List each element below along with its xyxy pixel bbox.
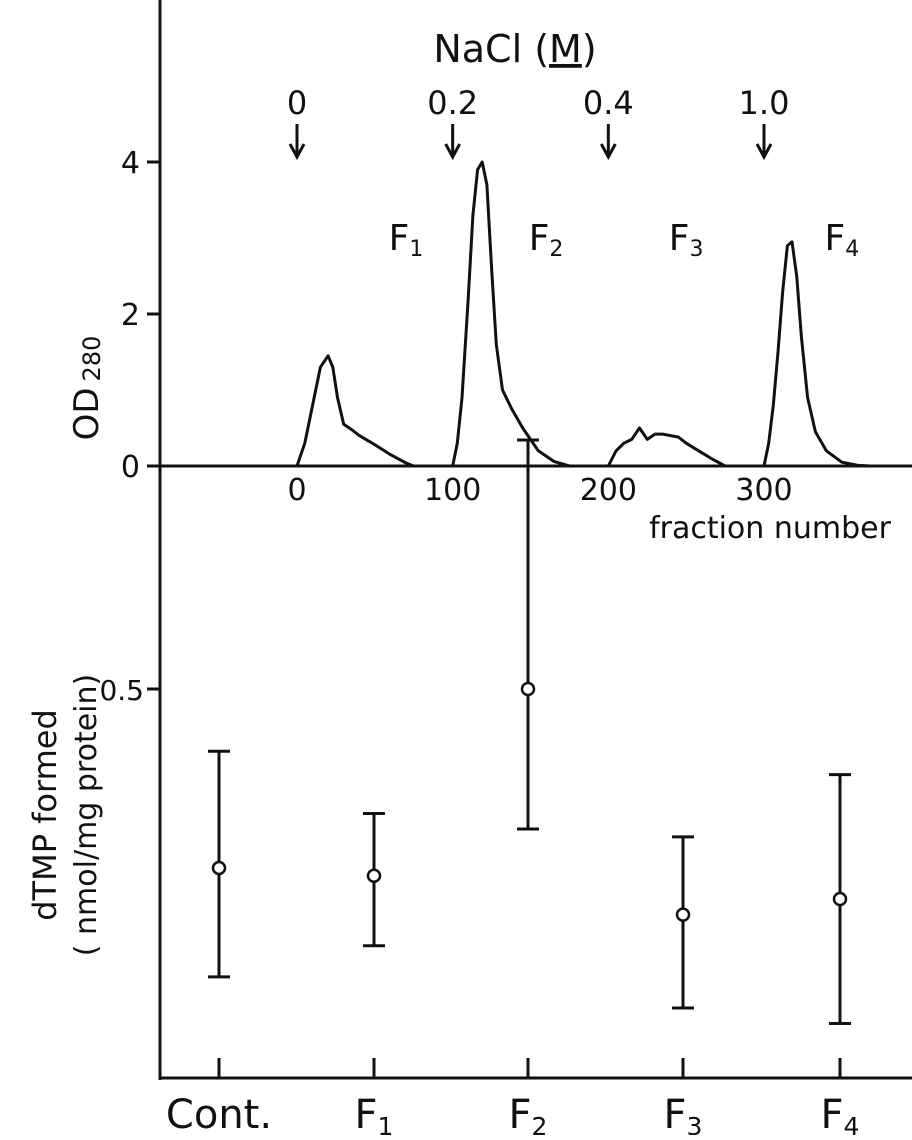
activity-category-label: Cont. (166, 1092, 272, 1135)
mean-marker (211, 860, 227, 876)
activity-panel: 0.5 Cont. F1 F2 F3 F4 dTMP formed ( nmol/mg … (26, 438, 912, 1140)
activity-y-axis-label: dTMP formed ( nmol/mg protein) (26, 674, 104, 956)
mean-marker (520, 681, 536, 697)
activity-points (208, 438, 851, 1026)
fraction-x-tick-label: 200 (580, 473, 637, 508)
fraction-x-ticks: 0 100 200 300 (287, 473, 792, 508)
nacl-step-arrowhead (444, 143, 461, 161)
od-y-tick-label: 2 (121, 298, 140, 333)
nacl-step-arrowhead (755, 143, 773, 161)
activity-point (363, 811, 385, 948)
activity-y-ticks: 0.5 (99, 674, 160, 707)
nacl-step-label: 0.4 (583, 84, 634, 122)
fraction-x-tick-label: 300 (735, 473, 792, 508)
nacl-step-marker: 0.4 (583, 84, 634, 161)
svg-text:dTMP formed: dTMP formed (26, 709, 64, 921)
nacl-step-marker: 1.0 (739, 84, 790, 161)
activity-point (829, 773, 851, 1026)
peak-label: F4 (824, 218, 859, 262)
nacl-step-arrowhead (600, 143, 617, 161)
activity-point (672, 835, 694, 1010)
svg-text:OD280: OD280 (67, 336, 107, 441)
activity-y-tick-label: 0.5 (99, 674, 144, 707)
fraction-x-tick-label: 100 (424, 473, 481, 508)
peak-label: F2 (529, 218, 564, 262)
nacl-step-marker: 0 (287, 84, 307, 161)
peak-label: F3 (669, 218, 704, 262)
nacl-step-marker: 0.2 (427, 84, 478, 161)
nacl-step-label: 1.0 (739, 84, 790, 122)
od-elution-curve (295, 160, 870, 468)
activity-point (517, 438, 539, 831)
peak-label: F1 (389, 218, 424, 262)
activity-x-ticks: Cont. F1 F2 F3 F4 (166, 1058, 860, 1140)
nacl-step-markers: 0 0.2 0.4 1.0 (287, 84, 790, 161)
mean-marker (832, 891, 848, 907)
activity-point (208, 749, 230, 979)
od-y-ticks: 0 2 4 (121, 146, 160, 485)
nacl-step-label: 0.2 (427, 84, 478, 122)
nacl-step-label: 0 (287, 84, 307, 122)
nacl-label: NaCl (M) (433, 27, 596, 71)
activity-category-label: F4 (821, 1092, 860, 1135)
mean-marker (675, 907, 691, 922)
svg-text:( nmol/mg protein): ( nmol/mg protein) (69, 674, 104, 956)
peak-labels: F1 F2 F3 F4 (389, 218, 860, 262)
od-y-tick-label: 4 (121, 146, 140, 181)
od-y-axis-label: OD280 (67, 336, 107, 441)
fraction-x-tick-label: 0 (287, 473, 306, 508)
mean-marker (366, 868, 382, 883)
od-x-axis-label: fraction number (649, 511, 892, 546)
activity-category-label: F1 (355, 1092, 394, 1135)
nacl-step-arrowhead (288, 143, 306, 161)
activity-category-label: F2 (509, 1092, 548, 1135)
od-y-tick-label: 0 (121, 450, 140, 485)
activity-category-label: F3 (664, 1092, 703, 1135)
elution-panel: 0 2 4 0 100 200 300 0 0.2 0.4 1.0 F1 F2 F3 F4 NaCl … (67, 0, 912, 1080)
